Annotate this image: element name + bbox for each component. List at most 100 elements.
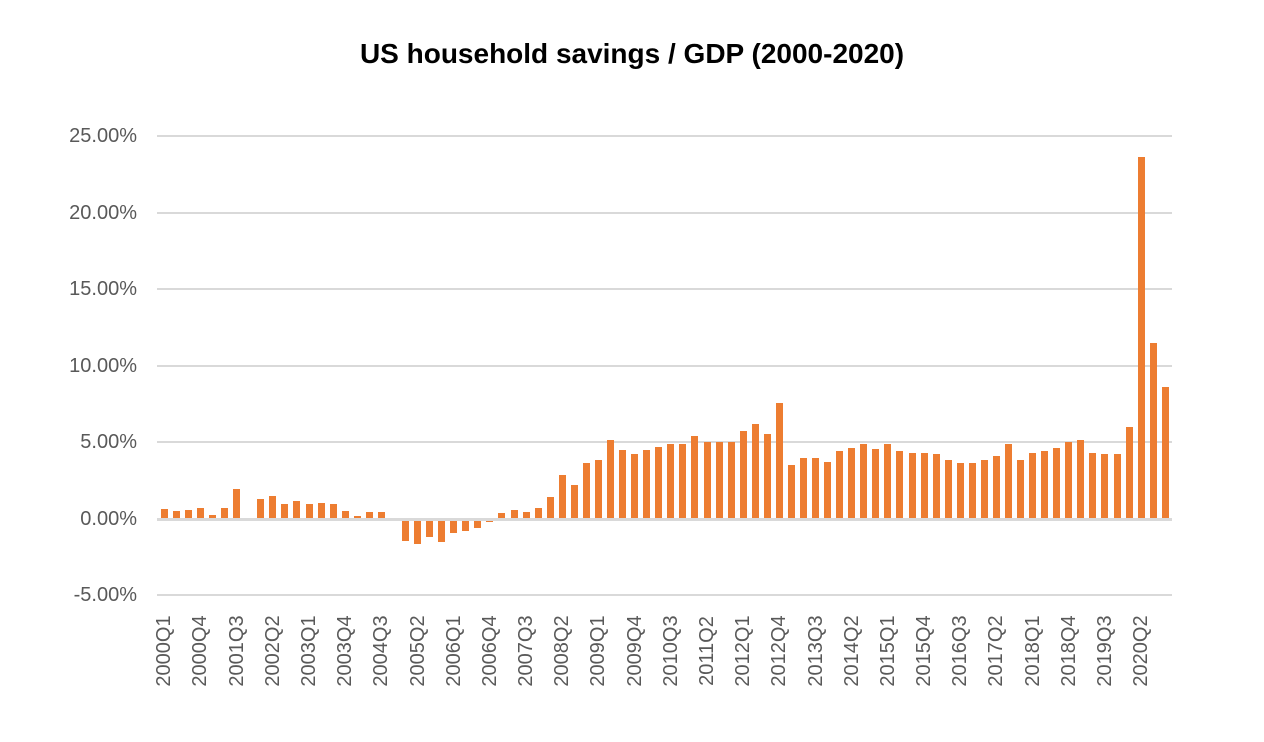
- x-tick-2020Q2: 2020Q2: [1130, 615, 1153, 687]
- bar-2014Q3: [860, 444, 868, 519]
- y-tick-15.00%: 15.00%: [69, 278, 137, 300]
- x-tick-2009Q4: 2009Q4: [623, 615, 646, 687]
- bar-2010Q3: [667, 444, 675, 519]
- bar-2017Q4: [1017, 460, 1025, 519]
- bar-2001Q3: [233, 488, 241, 519]
- bar-2002Q1: [257, 499, 265, 519]
- x-tick-2018Q1: 2018Q1: [1021, 615, 1044, 687]
- bar-2020Q2: [1137, 157, 1145, 519]
- gridline-15: [157, 288, 1172, 290]
- x-tick-2004Q3: 2004Q3: [370, 615, 393, 687]
- bar-2009Q2: [607, 440, 615, 519]
- bar-2012Q4: [775, 402, 783, 519]
- bar-2007Q3: [522, 511, 530, 519]
- bar-2010Q2: [655, 446, 663, 519]
- x-tick-2018Q4: 2018Q4: [1057, 615, 1080, 687]
- bar-2002Q2: [269, 495, 277, 519]
- bar-2003Q2: [317, 503, 325, 519]
- bar-2010Q1: [643, 449, 651, 519]
- bar-2003Q4: [341, 510, 349, 519]
- bar-2019Q2: [1089, 452, 1097, 519]
- bar-2018Q3: [1053, 448, 1061, 519]
- x-tick-2010Q3: 2010Q3: [659, 615, 682, 687]
- bar-2011Q1: [691, 435, 699, 519]
- bar-2013Q1: [787, 464, 795, 519]
- x-tick-2006Q1: 2006Q1: [442, 615, 465, 687]
- category-axis-line: [157, 517, 1172, 521]
- bar-2013Q3: [812, 458, 820, 519]
- bar-2016Q3: [956, 463, 964, 519]
- bar-2016Q1: [932, 454, 940, 519]
- bar-2000Q3: [184, 510, 192, 519]
- x-tick-2014Q2: 2014Q2: [840, 615, 863, 687]
- y-tick-20.00%: 20.00%: [69, 201, 137, 224]
- bar-2008Q4: [582, 462, 590, 519]
- bar-2017Q3: [1005, 443, 1012, 519]
- bar-2014Q4: [872, 448, 880, 519]
- y-tick-0.00%: 0.00%: [80, 507, 137, 530]
- bar-2018Q2: [1041, 451, 1049, 519]
- x-tick-2005Q2: 2005Q2: [406, 615, 429, 687]
- bar-2006Q1: [450, 518, 458, 534]
- y-tick-5.00%: 5.00%: [80, 431, 137, 453]
- bar-2019Q4: [1113, 454, 1121, 519]
- bar-2008Q2: [558, 474, 566, 519]
- x-tick-2008Q2: 2008Q2: [551, 615, 574, 687]
- plot-area: [157, 135, 1172, 596]
- bar-2003Q1: [305, 503, 313, 519]
- x-tick-2015Q1: 2015Q1: [876, 615, 899, 687]
- bar-2000Q1: [160, 509, 168, 519]
- bar-2020Q3: [1149, 342, 1157, 519]
- bar-2006Q3: [474, 518, 482, 529]
- bar-2011Q4: [727, 442, 735, 519]
- bar-2005Q2: [414, 518, 422, 544]
- bar-2005Q1: [402, 518, 409, 541]
- bar-2015Q4: [920, 453, 928, 519]
- x-tick-2013Q3: 2013Q3: [804, 615, 827, 687]
- bar-2012Q1: [739, 431, 747, 519]
- bar-2017Q2: [992, 455, 1000, 519]
- bar-2000Q4: [196, 507, 204, 519]
- x-tick-2016Q3: 2016Q3: [949, 615, 972, 687]
- bar-2005Q3: [426, 518, 434, 537]
- x-tick-2017Q2: 2017Q2: [985, 615, 1008, 687]
- bar-2020Q4: [1161, 386, 1169, 519]
- x-tick-2002Q2: 2002Q2: [261, 615, 284, 687]
- bar-2008Q3: [570, 484, 578, 519]
- bar-2012Q3: [763, 434, 771, 519]
- gridline-5: [157, 441, 1172, 443]
- bar-2009Q1: [594, 460, 602, 519]
- bar-2002Q4: [293, 500, 301, 519]
- bar-2016Q2: [944, 460, 952, 519]
- bar-2001Q1: [209, 514, 217, 519]
- y-tick--5.00%: -5.00%: [73, 584, 137, 606]
- gridline-10: [157, 364, 1172, 367]
- bar-2014Q1: [836, 451, 844, 519]
- x-tick-2000Q1: 2000Q1: [153, 615, 176, 687]
- y-tick-10.00%: 10.00%: [69, 354, 137, 377]
- bar-2002Q3: [281, 503, 289, 519]
- bar-2016Q4: [968, 462, 976, 519]
- y-tick-25.00%: 25.00%: [69, 125, 137, 147]
- x-tick-2006Q4: 2006Q4: [478, 615, 501, 687]
- x-tick-2019Q3: 2019Q3: [1093, 615, 1116, 687]
- x-tick-2012Q4: 2012Q4: [768, 615, 791, 687]
- x-tick-2007Q3: 2007Q3: [515, 615, 538, 687]
- bar-2008Q1: [546, 497, 554, 519]
- bar-2001Q2: [221, 507, 229, 519]
- bar-2020Q1: [1125, 426, 1133, 519]
- bar-2009Q4: [631, 454, 639, 519]
- bar-2019Q3: [1101, 454, 1109, 519]
- bar-2003Q3: [329, 503, 337, 519]
- bar-2017Q1: [980, 459, 988, 519]
- bar-2007Q4: [534, 507, 542, 519]
- gridline-20: [157, 211, 1172, 214]
- bar-2005Q4: [438, 518, 446, 543]
- x-tick-2003Q4: 2003Q4: [334, 615, 357, 687]
- bar-2011Q2: [703, 442, 711, 519]
- bar-2010Q4: [679, 443, 687, 519]
- bar-2015Q2: [896, 451, 904, 519]
- bar-2007Q2: [510, 510, 518, 519]
- x-tick-2001Q3: 2001Q3: [225, 615, 248, 687]
